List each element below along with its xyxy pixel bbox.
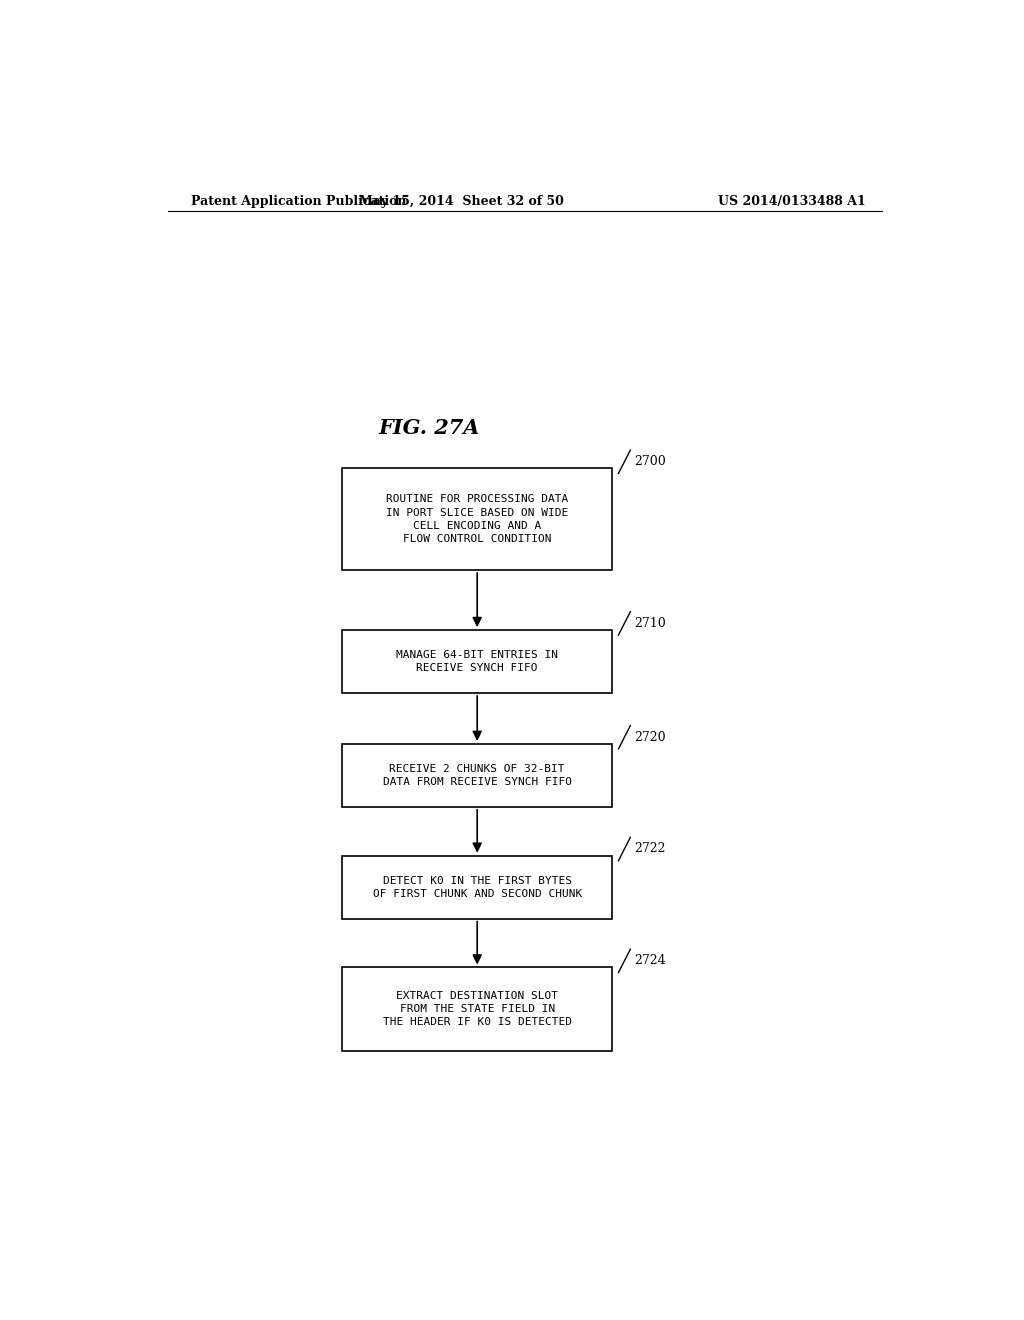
Bar [342,630,612,693]
Text: 2720: 2720 [634,731,666,743]
Bar [342,855,612,919]
Text: FIG. 27A: FIG. 27A [379,417,480,438]
Text: EXTRACT DESTINATION SLOT
FROM THE STATE FIELD IN
THE HEADER IF K0 IS DETECTED: EXTRACT DESTINATION SLOT FROM THE STATE … [383,991,571,1027]
Text: Patent Application Publication: Patent Application Publication [191,194,407,207]
Text: US 2014/0133488 A1: US 2014/0133488 A1 [718,194,866,207]
Text: 2710: 2710 [634,616,666,630]
Text: MANAGE 64-BIT ENTRIES IN
RECEIVE SYNCH FIFO: MANAGE 64-BIT ENTRIES IN RECEIVE SYNCH F… [396,649,558,673]
Text: 2724: 2724 [634,954,666,968]
Bar [342,469,612,570]
Bar [342,968,612,1051]
Bar [342,744,612,807]
Text: DETECT K0 IN THE FIRST BYTES
OF FIRST CHUNK AND SECOND CHUNK: DETECT K0 IN THE FIRST BYTES OF FIRST CH… [373,875,582,899]
Text: ROUTINE FOR PROCESSING DATA
IN PORT SLICE BASED ON WIDE
CELL ENCODING AND A
FLOW: ROUTINE FOR PROCESSING DATA IN PORT SLIC… [386,495,568,544]
Text: 2700: 2700 [634,455,666,469]
Text: May 15, 2014  Sheet 32 of 50: May 15, 2014 Sheet 32 of 50 [358,194,564,207]
Text: RECEIVE 2 CHUNKS OF 32-BIT
DATA FROM RECEIVE SYNCH FIFO: RECEIVE 2 CHUNKS OF 32-BIT DATA FROM REC… [383,764,571,787]
Text: 2722: 2722 [634,842,666,855]
